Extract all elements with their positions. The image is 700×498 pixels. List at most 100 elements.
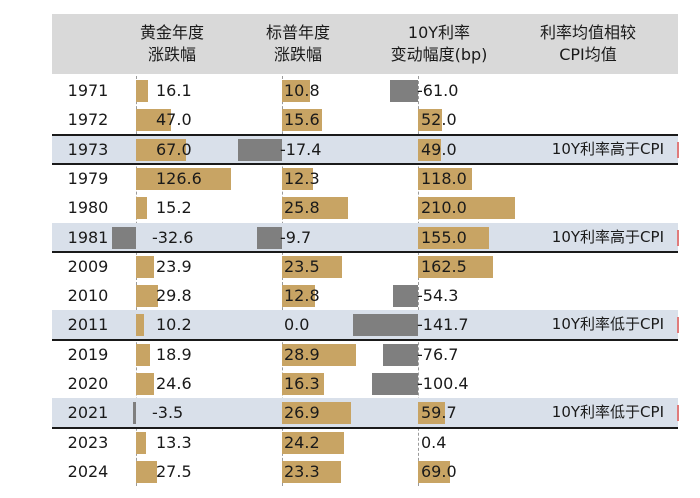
zero-line-rate [418, 76, 419, 486]
rate-bar [418, 402, 446, 425]
rate-value: 162.5 [421, 256, 467, 276]
table-row: 2011 10.2 0.0 -141.7 10Y利率低于CPI [0, 310, 700, 340]
year-label: 1979 [67, 168, 109, 188]
header-gold-line2: 涨跌幅 [147, 45, 196, 64]
rate-value: -76.7 [417, 344, 459, 364]
gold-value: 27.5 [156, 461, 192, 481]
rate-bar [418, 167, 473, 190]
group-separator [52, 162, 678, 165]
header-rate-line1: 10Y利率 [407, 23, 471, 42]
rate-value: 69.0 [421, 461, 457, 481]
rate-value: -54.3 [417, 286, 459, 306]
year-label: 2021 [67, 403, 109, 423]
header-spx: 标普年度 涨跌幅 [250, 14, 346, 74]
spx-value: -17.4 [280, 139, 322, 159]
table-row: 2024 27.5 23.3 69.0 [0, 457, 700, 486]
spx-value: 15.6 [284, 110, 320, 130]
header-note-line1: 利率均值相较 [539, 23, 636, 42]
year-label: 2019 [67, 344, 109, 364]
rate-bar [418, 109, 442, 132]
spx-value: 16.3 [284, 374, 320, 393]
group-separator [52, 426, 678, 429]
rate-value: 52.0 [421, 110, 457, 130]
gold-value: 24.6 [156, 374, 192, 393]
gold-bar [136, 167, 231, 190]
gold-bar [111, 226, 136, 249]
comparison-note: 10Y利率高于CPI [551, 227, 664, 246]
row-edge-mark [677, 405, 679, 422]
gold-value: -3.5 [152, 403, 184, 423]
rate-bar [389, 80, 418, 102]
year-label: 2024 [67, 461, 109, 481]
spx-value: -9.7 [280, 227, 312, 247]
spx-value: 23.5 [284, 256, 320, 276]
table-row: 2009 23.9 23.5 162.5 [0, 252, 700, 281]
rate-value: -61.0 [417, 81, 459, 100]
gold-value: 16.1 [156, 81, 192, 100]
rate-value: 118.0 [421, 168, 467, 188]
spx-bar [282, 343, 356, 366]
group-separator [52, 250, 678, 253]
gold-bar [136, 255, 154, 278]
header-note: 利率均值相较 CPI均值 [518, 14, 658, 74]
year-label: 2009 [67, 256, 109, 276]
comparison-note: 10Y利率低于CPI [551, 315, 664, 334]
header-rate-line2: 变动幅度(bp) [390, 45, 488, 64]
rate-bar [418, 138, 441, 161]
gold-bar [136, 314, 144, 337]
spx-bar [282, 109, 322, 132]
spx-value: 24.2 [284, 432, 320, 452]
rate-bar [371, 373, 418, 395]
highlight-band [52, 222, 678, 252]
rate-value: -141.7 [417, 315, 469, 335]
gold-bar [136, 373, 155, 395]
year-label: 1981 [67, 227, 109, 247]
rate-value: 0.4 [421, 432, 447, 452]
rate-value: 49.0 [421, 139, 457, 159]
table-row: 2019 18.9 28.9 -76.7 [0, 340, 700, 369]
comparison-note: 10Y利率高于CPI [551, 139, 664, 158]
rate-bar [418, 226, 490, 249]
gold-bar [136, 138, 187, 161]
spx-bar [282, 402, 351, 425]
year-label: 2011 [67, 315, 109, 335]
spx-value: 25.8 [284, 198, 320, 218]
header-gold: 黄金年度 涨跌幅 [124, 14, 220, 74]
gold-bar [136, 431, 146, 454]
rate-value: -100.4 [417, 374, 469, 393]
spx-bar [282, 460, 342, 483]
spx-value: 10.8 [284, 81, 320, 100]
gold-value: 10.2 [156, 315, 192, 335]
rate-value: 59.7 [421, 403, 457, 423]
gold-value: 29.8 [156, 286, 192, 306]
row-edge-mark [677, 141, 679, 158]
table-row: 1981 -32.6 -9.7 155.0 10Y利率高于CPI [0, 222, 700, 252]
comparison-note: 10Y利率低于CPI [551, 403, 664, 422]
spx-bar [282, 80, 310, 102]
spx-bar [282, 255, 342, 278]
table-row: 2010 29.8 12.8 -54.3 [0, 281, 700, 310]
gold-value: 18.9 [156, 344, 192, 364]
highlight-band [52, 398, 678, 428]
gold-value: 13.3 [156, 432, 192, 452]
table-row: 1980 15.2 25.8 210.0 [0, 193, 700, 222]
header-spx-line1: 标普年度 [265, 23, 330, 42]
year-label: 1980 [67, 198, 109, 218]
row-edge-mark [677, 229, 679, 246]
spx-bar [282, 167, 314, 190]
gold-value: 15.2 [156, 198, 192, 218]
header-rate: 10Y利率 变动幅度(bp) [375, 14, 503, 74]
table-row: 1972 47.0 15.6 52.0 [0, 105, 700, 134]
year-label: 1971 [67, 81, 109, 100]
gold-value: 67.0 [156, 139, 192, 159]
gold-value: 23.9 [156, 256, 192, 276]
spx-bar [282, 373, 324, 395]
table-row: 2020 24.6 16.3 -100.4 [0, 369, 700, 398]
gold-value: -32.6 [152, 227, 194, 247]
gold-bar [136, 460, 157, 483]
table-row: 2023 13.3 24.2 0.4 [0, 428, 700, 457]
year-label: 1973 [67, 139, 109, 159]
rate-value: 210.0 [421, 198, 467, 218]
spx-value: 26.9 [284, 403, 320, 423]
header-band [52, 14, 678, 74]
